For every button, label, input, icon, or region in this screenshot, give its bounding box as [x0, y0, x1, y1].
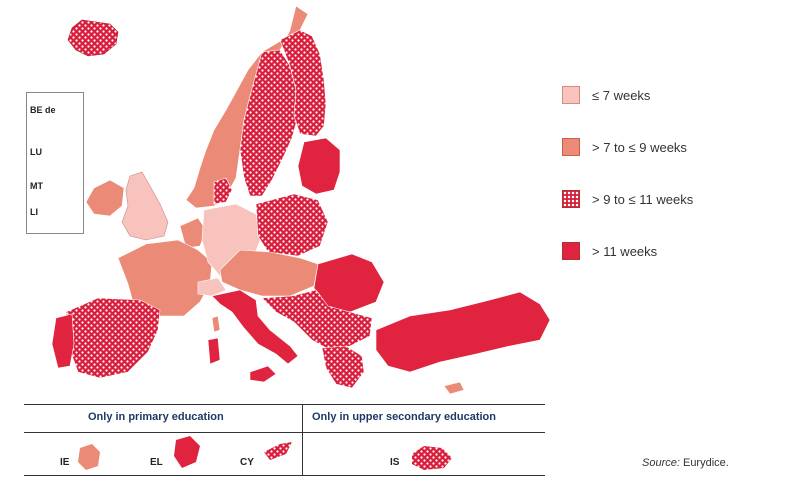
table-mid-line [24, 432, 545, 433]
legend-item-le7: ≤ 7 weeks [562, 84, 782, 106]
legend-swatch-gt11 [562, 242, 580, 260]
legend-label-gt9-le11: > 9 to ≤ 11 weeks [592, 191, 694, 207]
united-kingdom-region [121, 171, 169, 241]
legend-swatch-gt9-le11 [562, 190, 580, 208]
switzerland-region [197, 277, 227, 297]
source-note: Source: Eurydice. [642, 457, 729, 469]
spain-region [65, 297, 161, 379]
source-value: Eurydice. [679, 457, 729, 469]
legend: ≤ 7 weeks > 7 to ≤ 9 weeks > 9 to ≤ 11 w… [562, 84, 782, 292]
primary-heading: Only in primary education [88, 411, 224, 423]
upper-secondary-heading: Only in upper secondary education [312, 411, 496, 423]
table-bottom-line [24, 475, 545, 476]
legend-item-gt7-le9: > 7 to ≤ 9 weeks [562, 136, 782, 158]
inset-label-mt: MT [30, 181, 43, 191]
source-label: Source: [642, 457, 680, 469]
inset-label-li: LI [30, 207, 38, 217]
bottom-ie-shape [78, 444, 100, 470]
ireland-region [85, 179, 125, 217]
turkey-region [375, 291, 551, 373]
baltic-region [297, 137, 341, 195]
legend-item-gt9-le11: > 9 to ≤ 11 weeks [562, 188, 782, 210]
table-top-line [24, 404, 545, 405]
sicily-region [249, 365, 277, 383]
cyprus-region [443, 381, 465, 395]
iceland-region [67, 19, 119, 57]
country-code-is: IS [390, 457, 400, 468]
balkans-region [261, 289, 373, 351]
bottom-table: Only in primary education Only in upper … [24, 404, 545, 476]
inset-label-be-de: BE de [30, 105, 56, 115]
legend-label-gt7-le9: > 7 to ≤ 9 weeks [592, 139, 687, 155]
legend-label-gt11: > 11 weeks [592, 243, 658, 259]
bottom-is-shape [412, 446, 452, 470]
bottom-cy-shape [264, 442, 292, 460]
legend-label-le7: ≤ 7 weeks [592, 87, 651, 103]
portugal-region [51, 313, 75, 369]
finland-region [279, 29, 327, 137]
legend-item-gt11: > 11 weeks [562, 240, 782, 262]
sardinia-region [207, 337, 221, 365]
italy-region [211, 289, 299, 365]
central-europe-region [219, 249, 319, 297]
corsica-region [211, 315, 221, 333]
greece-region [321, 345, 365, 389]
legend-swatch-le7 [562, 86, 580, 104]
denmark-region [213, 177, 233, 205]
country-code-cy: CY [240, 457, 254, 468]
legend-swatch-gt7-le9 [562, 138, 580, 156]
country-code-el: EL [150, 457, 163, 468]
bottom-el-shape [174, 436, 200, 468]
table-divider [302, 404, 303, 476]
inset-box: BE de LU MT LI [26, 92, 84, 234]
inset-label-lu: LU [30, 147, 42, 157]
poland-region [255, 193, 329, 257]
country-code-ie: IE [60, 457, 70, 468]
